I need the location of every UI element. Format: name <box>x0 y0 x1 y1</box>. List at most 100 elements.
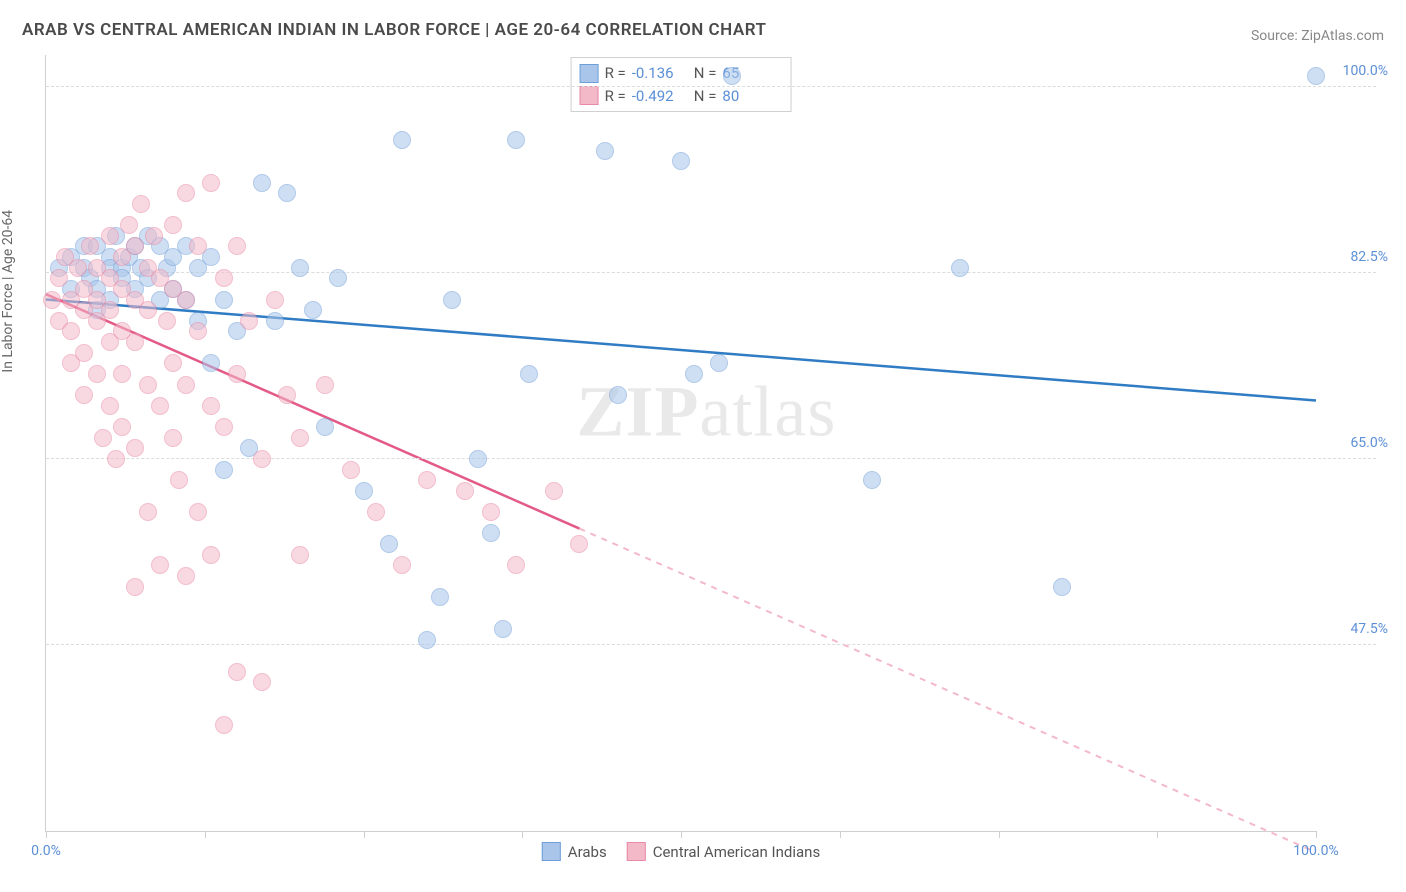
r-label: R = <box>605 85 626 108</box>
data-point <box>120 216 138 234</box>
data-point <box>126 333 144 351</box>
data-point <box>304 301 322 319</box>
chart-title: ARAB VS CENTRAL AMERICAN INDIAN IN LABOR… <box>22 20 766 40</box>
data-point <box>469 450 487 468</box>
data-point <box>177 567 195 585</box>
data-point <box>266 312 284 330</box>
data-point <box>278 184 296 202</box>
data-point <box>685 365 703 383</box>
gridline <box>46 458 1376 459</box>
data-point <box>723 67 741 85</box>
data-point <box>189 322 207 340</box>
data-point <box>418 631 436 649</box>
data-point <box>342 461 360 479</box>
data-point <box>215 716 233 734</box>
gridline <box>46 86 1376 87</box>
data-point <box>316 376 334 394</box>
watermark-bold: ZIP <box>576 371 699 451</box>
x-tick-label: 0.0% <box>31 843 61 859</box>
data-point <box>101 227 119 245</box>
data-point <box>329 269 347 287</box>
trendlines <box>46 55 1316 831</box>
legend-label-cai: Central American Indians <box>653 843 821 861</box>
data-point <box>139 503 157 521</box>
legend-swatch-arabs <box>542 842 561 861</box>
y-axis-label: In Labor Force | Age 20-64 <box>0 210 16 373</box>
x-tick <box>205 831 206 838</box>
data-point <box>132 195 150 213</box>
data-point <box>113 365 131 383</box>
data-point <box>151 556 169 574</box>
data-point <box>215 418 233 436</box>
data-point <box>50 269 68 287</box>
scatter-chart: ZIPatlas R = -0.136 N = 65 R = -0.492 N … <box>45 55 1316 832</box>
n-label: N = <box>694 62 717 85</box>
data-point <box>456 482 474 500</box>
data-point <box>1307 67 1325 85</box>
legend: Arabs Central American Indians <box>542 842 820 861</box>
data-point <box>393 556 411 574</box>
data-point <box>951 259 969 277</box>
data-point <box>164 216 182 234</box>
data-point <box>291 259 309 277</box>
data-point <box>164 354 182 372</box>
x-tick <box>522 831 523 838</box>
data-point <box>177 184 195 202</box>
data-point <box>177 376 195 394</box>
swatch-cai <box>580 86 599 105</box>
r-value-cai: -0.492 <box>632 85 688 108</box>
x-tick <box>1316 831 1317 838</box>
x-tick <box>46 831 47 838</box>
y-tick-label: 65.0% <box>1350 435 1388 451</box>
data-point <box>1053 578 1071 596</box>
swatch-arabs <box>580 64 599 83</box>
data-point <box>75 386 93 404</box>
legend-swatch-cai <box>627 842 646 861</box>
stats-row-arabs: R = -0.136 N = 65 <box>580 62 779 85</box>
data-point <box>107 450 125 468</box>
legend-item-arabs: Arabs <box>542 842 607 861</box>
data-point <box>494 620 512 638</box>
r-label: R = <box>605 62 626 85</box>
data-point <box>158 312 176 330</box>
data-point <box>88 365 106 383</box>
x-tick <box>1157 831 1158 838</box>
data-point <box>170 471 188 489</box>
data-point <box>609 386 627 404</box>
data-point <box>126 439 144 457</box>
data-point <box>189 503 207 521</box>
data-point <box>81 237 99 255</box>
legend-label-arabs: Arabs <box>568 843 607 861</box>
data-point <box>316 418 334 436</box>
data-point <box>240 312 258 330</box>
data-point <box>177 291 195 309</box>
y-tick-label: 47.5% <box>1350 621 1388 637</box>
data-point <box>202 397 220 415</box>
data-point <box>672 152 690 170</box>
data-point <box>145 227 163 245</box>
data-point <box>863 471 881 489</box>
data-point <box>710 354 728 372</box>
x-tick <box>364 831 365 838</box>
data-point <box>253 174 271 192</box>
data-point <box>228 365 246 383</box>
data-point <box>139 376 157 394</box>
legend-item-cai: Central American Indians <box>627 842 821 861</box>
n-label: N = <box>694 85 717 108</box>
x-tick <box>840 831 841 838</box>
data-point <box>482 503 500 521</box>
watermark: ZIPatlas <box>576 370 836 453</box>
data-point <box>101 397 119 415</box>
r-value-arabs: -0.136 <box>632 62 688 85</box>
data-point <box>202 354 220 372</box>
data-point <box>151 397 169 415</box>
data-point <box>126 578 144 596</box>
data-point <box>380 535 398 553</box>
stats-row-cai: R = -0.492 N = 80 <box>580 85 779 108</box>
x-tick-label: 100.0% <box>1293 843 1338 859</box>
data-point <box>126 237 144 255</box>
x-tick <box>999 831 1000 838</box>
data-point <box>113 418 131 436</box>
data-point <box>545 482 563 500</box>
data-point <box>291 546 309 564</box>
